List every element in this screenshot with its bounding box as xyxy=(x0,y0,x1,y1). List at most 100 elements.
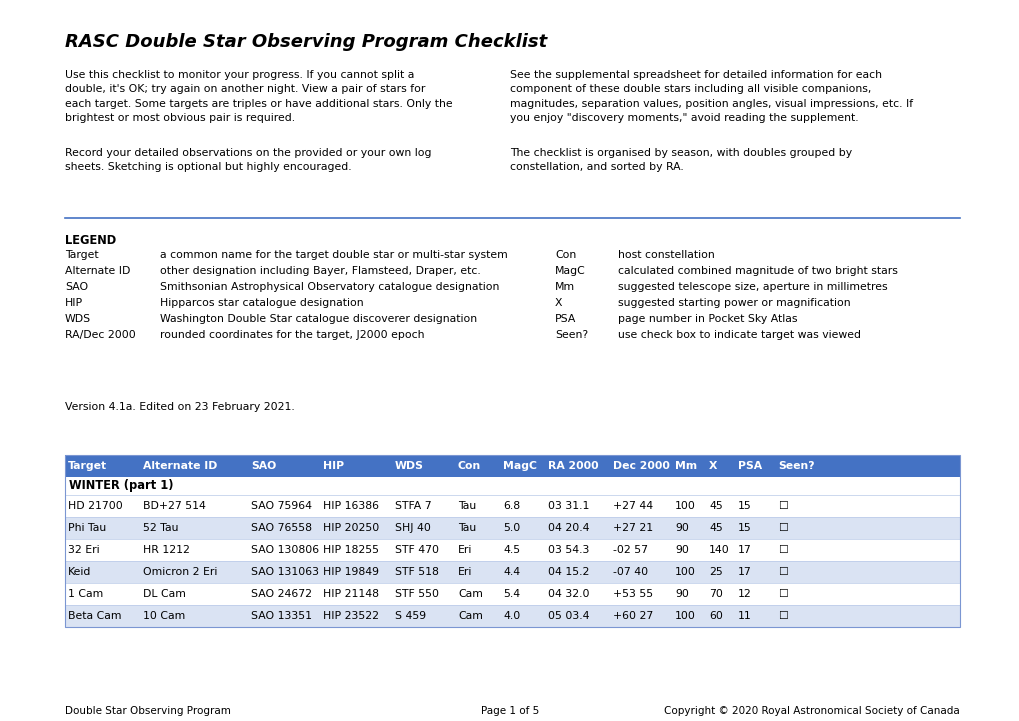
Text: 25: 25 xyxy=(708,567,722,577)
Bar xyxy=(65,605,959,627)
Text: -07 40: -07 40 xyxy=(612,567,647,577)
Text: ☐: ☐ xyxy=(777,567,787,577)
Text: Keid: Keid xyxy=(68,567,92,577)
Bar xyxy=(65,539,959,561)
Text: HIP 21148: HIP 21148 xyxy=(323,589,379,599)
Text: +60 27: +60 27 xyxy=(612,611,652,621)
Text: SAO 130806: SAO 130806 xyxy=(251,545,319,555)
Text: X: X xyxy=(708,461,716,471)
Text: 5.4: 5.4 xyxy=(502,589,520,599)
Text: +27 21: +27 21 xyxy=(612,523,652,533)
Text: -02 57: -02 57 xyxy=(612,545,647,555)
Text: ☐: ☐ xyxy=(777,523,787,533)
Text: 100: 100 xyxy=(675,611,695,621)
Text: Mm: Mm xyxy=(675,461,696,471)
Text: 17: 17 xyxy=(738,545,751,555)
Text: STF 550: STF 550 xyxy=(394,589,438,599)
Text: DL Cam: DL Cam xyxy=(143,589,185,599)
Text: SAO 76558: SAO 76558 xyxy=(251,523,312,533)
Text: 4.4: 4.4 xyxy=(502,567,520,577)
Text: Record your detailed observations on the provided or your own log
sheets. Sketch: Record your detailed observations on the… xyxy=(65,148,431,172)
Text: Seen?: Seen? xyxy=(554,330,588,340)
Text: calculated combined magnitude of two bright stars: calculated combined magnitude of two bri… xyxy=(618,266,897,276)
Text: WDS: WDS xyxy=(394,461,424,471)
Text: ☐: ☐ xyxy=(777,611,787,621)
Text: 1 Cam: 1 Cam xyxy=(68,589,103,599)
Text: HR 1212: HR 1212 xyxy=(143,545,190,555)
Text: RA/Dec 2000: RA/Dec 2000 xyxy=(65,330,136,340)
Text: 90: 90 xyxy=(675,545,688,555)
Text: 45: 45 xyxy=(708,523,722,533)
Text: 4.0: 4.0 xyxy=(502,611,520,621)
Text: 5.0: 5.0 xyxy=(502,523,520,533)
Text: WDS: WDS xyxy=(65,314,91,324)
Text: SAO 13351: SAO 13351 xyxy=(251,611,312,621)
Text: SAO 131063: SAO 131063 xyxy=(251,567,319,577)
Text: 10 Cam: 10 Cam xyxy=(143,611,185,621)
Text: The checklist is organised by season, with doubles grouped by
constellation, and: The checklist is organised by season, wi… xyxy=(510,148,851,172)
Text: SAO: SAO xyxy=(65,282,88,292)
Text: HIP: HIP xyxy=(323,461,343,471)
Text: 15: 15 xyxy=(738,501,751,511)
Text: Eri: Eri xyxy=(458,567,472,577)
Text: STF 470: STF 470 xyxy=(394,545,438,555)
Text: See the supplemental spreadsheet for detailed information for each
component of : See the supplemental spreadsheet for det… xyxy=(510,70,912,123)
Text: rounded coordinates for the target, J2000 epoch: rounded coordinates for the target, J200… xyxy=(160,330,424,340)
Text: STFA 7: STFA 7 xyxy=(394,501,431,511)
Text: 12: 12 xyxy=(738,589,751,599)
Text: Use this checklist to monitor your progress. If you cannot split a
double, it's : Use this checklist to monitor your progr… xyxy=(65,70,452,123)
Text: Cam: Cam xyxy=(458,611,482,621)
Text: Smithsonian Astrophysical Observatory catalogue designation: Smithsonian Astrophysical Observatory ca… xyxy=(160,282,499,292)
Text: SAO 24672: SAO 24672 xyxy=(251,589,312,599)
Text: 11: 11 xyxy=(738,611,751,621)
Bar xyxy=(65,455,959,627)
Text: BD+27 514: BD+27 514 xyxy=(143,501,206,511)
Text: HD 21700: HD 21700 xyxy=(68,501,122,511)
Text: LEGEND: LEGEND xyxy=(65,234,116,247)
Text: PSA: PSA xyxy=(554,314,576,324)
Text: HIP 16386: HIP 16386 xyxy=(323,501,379,511)
Text: ☐: ☐ xyxy=(777,589,787,599)
Text: HIP 18255: HIP 18255 xyxy=(323,545,379,555)
Text: +27 44: +27 44 xyxy=(612,501,652,511)
Text: Tau: Tau xyxy=(458,523,476,533)
Text: HIP 19849: HIP 19849 xyxy=(323,567,379,577)
Text: Tau: Tau xyxy=(458,501,476,511)
Text: Eri: Eri xyxy=(458,545,472,555)
Text: Alternate ID: Alternate ID xyxy=(65,266,130,276)
Text: use check box to indicate target was viewed: use check box to indicate target was vie… xyxy=(618,330,860,340)
Text: SAO 75964: SAO 75964 xyxy=(251,501,312,511)
Text: 03 31.1: 03 31.1 xyxy=(547,501,589,511)
Text: Target: Target xyxy=(68,461,107,471)
Text: Con: Con xyxy=(554,250,576,260)
Text: 60: 60 xyxy=(708,611,722,621)
Bar xyxy=(65,495,959,517)
Bar xyxy=(65,455,959,477)
Text: HIP 20250: HIP 20250 xyxy=(323,523,379,533)
Text: 03 54.3: 03 54.3 xyxy=(547,545,589,555)
Text: SHJ 40: SHJ 40 xyxy=(394,523,430,533)
Text: Copyright © 2020 Royal Astronomical Society of Canada: Copyright © 2020 Royal Astronomical Soci… xyxy=(663,706,959,716)
Text: host constellation: host constellation xyxy=(618,250,714,260)
Text: Alternate ID: Alternate ID xyxy=(143,461,217,471)
Text: 90: 90 xyxy=(675,589,688,599)
Text: 100: 100 xyxy=(675,501,695,511)
Text: Seen?: Seen? xyxy=(777,461,814,471)
Text: 04 15.2: 04 15.2 xyxy=(547,567,589,577)
Bar xyxy=(65,517,959,539)
Text: 6.8: 6.8 xyxy=(502,501,520,511)
Text: Omicron 2 Eri: Omicron 2 Eri xyxy=(143,567,217,577)
Text: Con: Con xyxy=(458,461,481,471)
Text: Hipparcos star catalogue designation: Hipparcos star catalogue designation xyxy=(160,298,363,308)
Text: PSA: PSA xyxy=(738,461,761,471)
Text: 17: 17 xyxy=(738,567,751,577)
Text: +53 55: +53 55 xyxy=(612,589,652,599)
Text: Beta Cam: Beta Cam xyxy=(68,611,121,621)
Text: 90: 90 xyxy=(675,523,688,533)
Text: 04 20.4: 04 20.4 xyxy=(547,523,589,533)
Text: Cam: Cam xyxy=(458,589,482,599)
Text: 45: 45 xyxy=(708,501,722,511)
Text: MagC: MagC xyxy=(554,266,585,276)
Text: Page 1 of 5: Page 1 of 5 xyxy=(480,706,539,716)
Text: Phi Tau: Phi Tau xyxy=(68,523,106,533)
